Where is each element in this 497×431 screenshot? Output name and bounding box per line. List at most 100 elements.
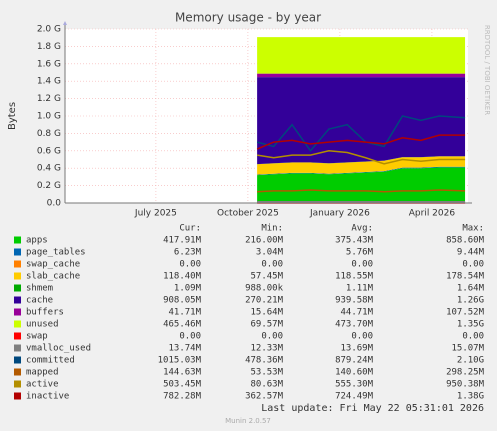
- y-tick-label: 1.2 G: [37, 94, 61, 104]
- legend-stat: 140.60M: [335, 368, 374, 378]
- legend-swatch: [14, 356, 21, 364]
- legend-swatch: [14, 272, 21, 280]
- legend-stat: 5.76M: [346, 248, 374, 258]
- legend-label: unused: [26, 320, 59, 330]
- legend-stat: 0.00: [261, 332, 283, 342]
- legend-label: swap_cache: [26, 260, 80, 270]
- legend-stat: 375.43M: [335, 236, 374, 246]
- legend-stat: 178.54M: [446, 272, 485, 282]
- legend-stat: 0.00: [462, 332, 484, 342]
- y-tick-label: 0.2 G: [37, 181, 61, 191]
- legend-stat: 555.30M: [335, 380, 374, 390]
- legend-label: apps: [26, 236, 48, 246]
- legend-stat: 1.11M: [346, 284, 374, 294]
- stacked-area: [257, 167, 466, 203]
- stacked-area: [257, 77, 466, 165]
- legend-header: Avg:: [351, 224, 373, 234]
- line: [256, 134, 466, 150]
- y-tick-label: 1.4 G: [37, 77, 61, 87]
- legend-stat: 1.38G: [457, 392, 484, 402]
- legend-stat: 3.04M: [256, 248, 284, 258]
- legend-label: active: [26, 380, 59, 390]
- legend-swatch: [14, 284, 21, 292]
- stacked-area: [257, 73, 466, 78]
- legend-label: committed: [26, 356, 75, 366]
- legend-stat: 44.71M: [340, 308, 373, 318]
- legend-stat: 69.57M: [250, 320, 283, 330]
- credit: Munin 2.0.57: [225, 417, 271, 425]
- legend-swatch: [14, 368, 21, 376]
- legend-stat: 1015.03M: [158, 356, 202, 366]
- x-tick-label: October 2025: [217, 209, 279, 219]
- legend-stat: 13.69M: [340, 344, 373, 354]
- legend-swatch: [14, 380, 21, 388]
- legend-stat: 6.23M: [174, 248, 202, 258]
- plot: [65, 28, 468, 204]
- x-tick-label: January 2026: [309, 209, 370, 219]
- legend-stat: 1.26G: [457, 296, 484, 306]
- legend-swatch: [14, 332, 21, 340]
- y-tick-label: 1.6 G: [37, 59, 61, 69]
- legend: Cur: Min: Avg: Max: apps 417.91M 216.00M 375.43…: [14, 224, 485, 402]
- legend-header: Min:: [261, 224, 283, 234]
- axes: 0.0 0.2 G 0.4 G 0.6 G 0.8 G 1.0 G 1.2 G 1.4 G 1.…: [37, 21, 472, 219]
- legend-label: swap: [26, 332, 48, 342]
- legend-stat: 950.38M: [446, 380, 485, 390]
- legend-stat: 1.09M: [174, 284, 202, 294]
- legend-stat: 362.57M: [245, 392, 284, 402]
- line: [257, 189, 466, 193]
- legend-stat: 118.55M: [335, 272, 374, 282]
- legend-swatch: [14, 344, 21, 352]
- legend-stat: 473.70M: [335, 320, 374, 330]
- legend-stat: 298.25M: [446, 368, 485, 378]
- line: [256, 150, 466, 165]
- legend-stat: 15.07M: [451, 344, 484, 354]
- y-tick-label: 1.0 G: [37, 112, 61, 122]
- legend-stat: 988.00k: [245, 284, 284, 294]
- legend-stat: 57.45M: [250, 272, 283, 282]
- stacked-area: [257, 166, 466, 176]
- legend-header: Max:: [462, 224, 484, 234]
- legend-stat: 0.00: [261, 260, 283, 270]
- legend-stat: 144.63M: [163, 368, 202, 378]
- y-tick-label: 2.0 G: [37, 25, 61, 35]
- watermark: RRDTOOL / TOBI OETIKER: [483, 25, 491, 115]
- legend-stat: 41.71M: [168, 308, 201, 318]
- legend-stat: 465.46M: [163, 320, 202, 330]
- legend-stat: 0.00: [179, 260, 201, 270]
- line: [256, 115, 466, 153]
- legend-stat: 12.33M: [250, 344, 283, 354]
- legend-stat: 13.74M: [168, 344, 201, 354]
- legend-stat: 879.24M: [335, 356, 374, 366]
- legend-stat: 0.00: [351, 260, 373, 270]
- x-tick-label: July 2025: [134, 209, 177, 219]
- y-tick-label: 0.0: [47, 199, 62, 209]
- legend-stat: 0.00: [462, 260, 484, 270]
- x-tick-label: April 2026: [409, 209, 456, 219]
- legend-swatch: [14, 260, 21, 268]
- legend-label: page_tables: [26, 248, 86, 258]
- legend-stat: 0.00: [179, 332, 201, 342]
- legend-stat: 2.10G: [457, 356, 484, 366]
- y-tick-label: 0.4 G: [37, 164, 61, 174]
- legend-stat: 782.28M: [163, 392, 202, 402]
- y-tick-label: 1.8 G: [37, 42, 61, 52]
- legend-swatch: [14, 296, 21, 304]
- legend-stat: 270.21M: [245, 296, 284, 306]
- legend-label: buffers: [26, 308, 64, 318]
- legend-stat: 9.44M: [457, 248, 485, 258]
- legend-swatch: [14, 248, 21, 256]
- legend-label: shmem: [26, 284, 53, 294]
- legend-stat: 724.49M: [335, 392, 374, 402]
- legend-label: mapped: [26, 368, 59, 378]
- stacked-area: [257, 37, 466, 74]
- legend-stat: 1.35G: [457, 320, 484, 330]
- y-tick-label: 0.6 G: [37, 146, 61, 156]
- y-axis-arrow: [63, 21, 67, 25]
- y-tick-label: 0.8 G: [37, 129, 61, 139]
- legend-swatch: [14, 236, 21, 244]
- legend-stat: 417.91M: [163, 236, 202, 246]
- legend-label: vmalloc_used: [26, 344, 91, 354]
- legend-label: cache: [26, 296, 53, 306]
